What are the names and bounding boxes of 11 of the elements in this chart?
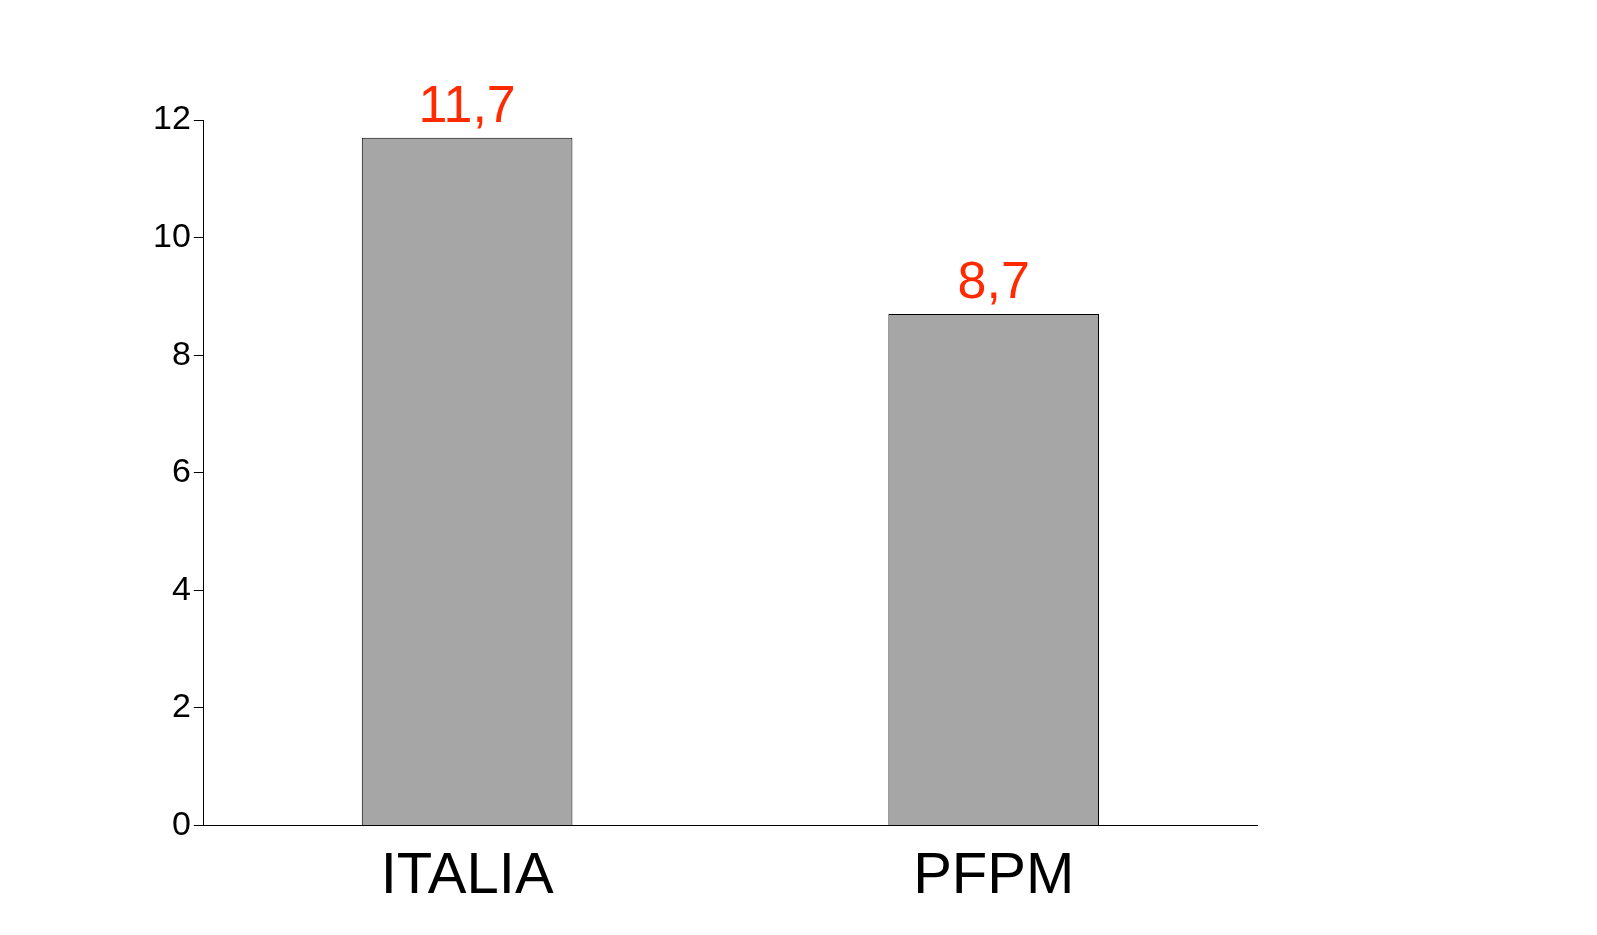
y-tick-label: 6 bbox=[171, 451, 191, 490]
y-tick-label: 8 bbox=[171, 333, 191, 372]
x-tick-label: ITALIA bbox=[380, 840, 554, 906]
y-tick-label: 2 bbox=[171, 686, 191, 725]
y-tick-label: 12 bbox=[152, 98, 191, 137]
x-tick-label: PFPM bbox=[913, 840, 1075, 906]
data-label: 8,7 bbox=[957, 251, 1030, 310]
y-tick-label: 4 bbox=[171, 568, 191, 607]
y-tick-label: 10 bbox=[152, 215, 191, 254]
data-label: 11,7 bbox=[418, 74, 516, 133]
y-tick-label: 0 bbox=[171, 803, 191, 842]
